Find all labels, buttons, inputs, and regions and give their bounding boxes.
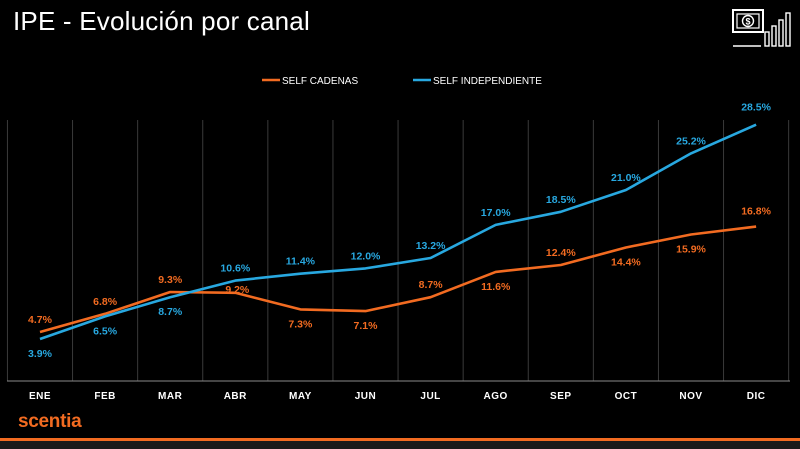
data-label: 4.7% [28,314,53,326]
x-tick-label: MAR [158,391,183,402]
data-label: 18.5% [546,194,576,206]
data-label: 8.7% [419,279,444,291]
money-growth-icon: $ [732,9,791,47]
data-label: 8.7% [158,306,183,318]
data-label: 25.2% [676,135,706,147]
series-line [39,123,757,341]
x-tick-label: NOV [679,391,702,402]
data-label: 3.9% [28,348,53,360]
data-label: 11.6% [481,281,511,293]
data-label: 12.0% [351,250,381,262]
x-tick-label: ABR [224,391,247,402]
legend-label: SELF CADENAS [282,76,358,87]
x-tick-label: FEB [94,391,116,402]
data-label: 7.3% [288,318,313,330]
footer-bar [0,438,800,449]
data-label: 14.4% [611,257,641,269]
data-label: 11.4% [286,256,316,268]
data-label: 13.2% [416,240,446,252]
page-title: IPE - Evolución por canal [13,6,310,36]
legend-label: SELF INDEPENDIENTE [433,76,542,87]
series-line [39,225,757,334]
svg-text:$: $ [745,17,750,27]
x-tick-label: ENE [29,391,51,402]
data-label: 7.1% [354,320,379,332]
data-label: 6.5% [93,325,118,337]
x-tick-label: DIC [747,391,766,402]
data-label: 6.8% [93,296,118,308]
data-label: 10.6% [220,263,250,275]
data-label: 9.3% [158,274,183,286]
x-tick-label: AGO [484,391,508,402]
footer-accent [0,438,800,441]
data-label: 15.9% [676,243,706,255]
x-tick-label: SEP [550,391,572,402]
data-label: 9.2% [225,284,250,296]
data-label: 12.4% [546,247,576,259]
x-tick-label: JUN [355,391,377,402]
x-tick-label: JUL [420,391,440,402]
data-label: 16.8% [741,206,771,218]
data-label: 21.0% [611,172,641,184]
data-label: 17.0% [481,207,511,219]
data-label: 28.5% [741,102,771,114]
brand-logo: scentia [18,411,82,432]
x-tick-label: OCT [615,391,638,402]
x-tick-label: MAY [289,391,312,402]
